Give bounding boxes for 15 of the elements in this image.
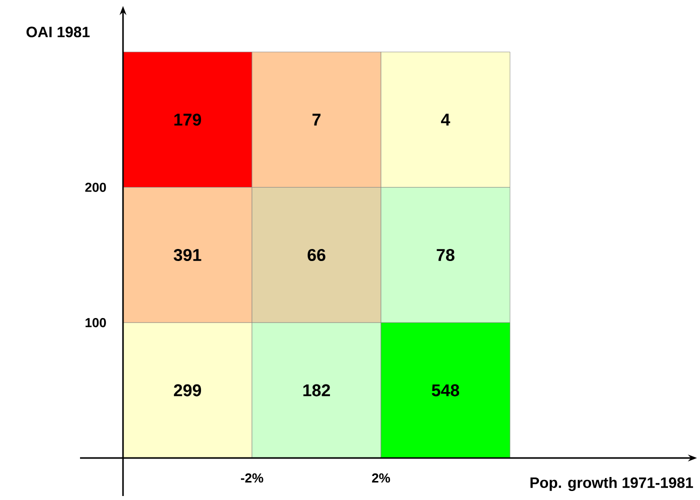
text: 200 bbox=[85, 182, 106, 192]
text: 100 bbox=[86, 318, 106, 328]
data-label: 182 bbox=[303, 384, 330, 396]
data-label: 299 bbox=[174, 384, 202, 396]
data-label: 179 bbox=[174, 114, 202, 126]
data-label: 391 bbox=[174, 248, 202, 262]
data-label: 548 bbox=[432, 384, 460, 396]
data-label: 4 bbox=[441, 114, 450, 126]
data-label: 78 bbox=[436, 248, 454, 262]
annotation: 2% bbox=[372, 473, 390, 483]
data-label: 66 bbox=[308, 248, 326, 262]
y-axis-title: OAI 1981 bbox=[26, 26, 90, 38]
x-axis-title: Pop. growth 1971-1981 bbox=[530, 476, 694, 492]
data-label: 7 bbox=[312, 114, 320, 126]
annotation: -2% bbox=[240, 473, 264, 483]
